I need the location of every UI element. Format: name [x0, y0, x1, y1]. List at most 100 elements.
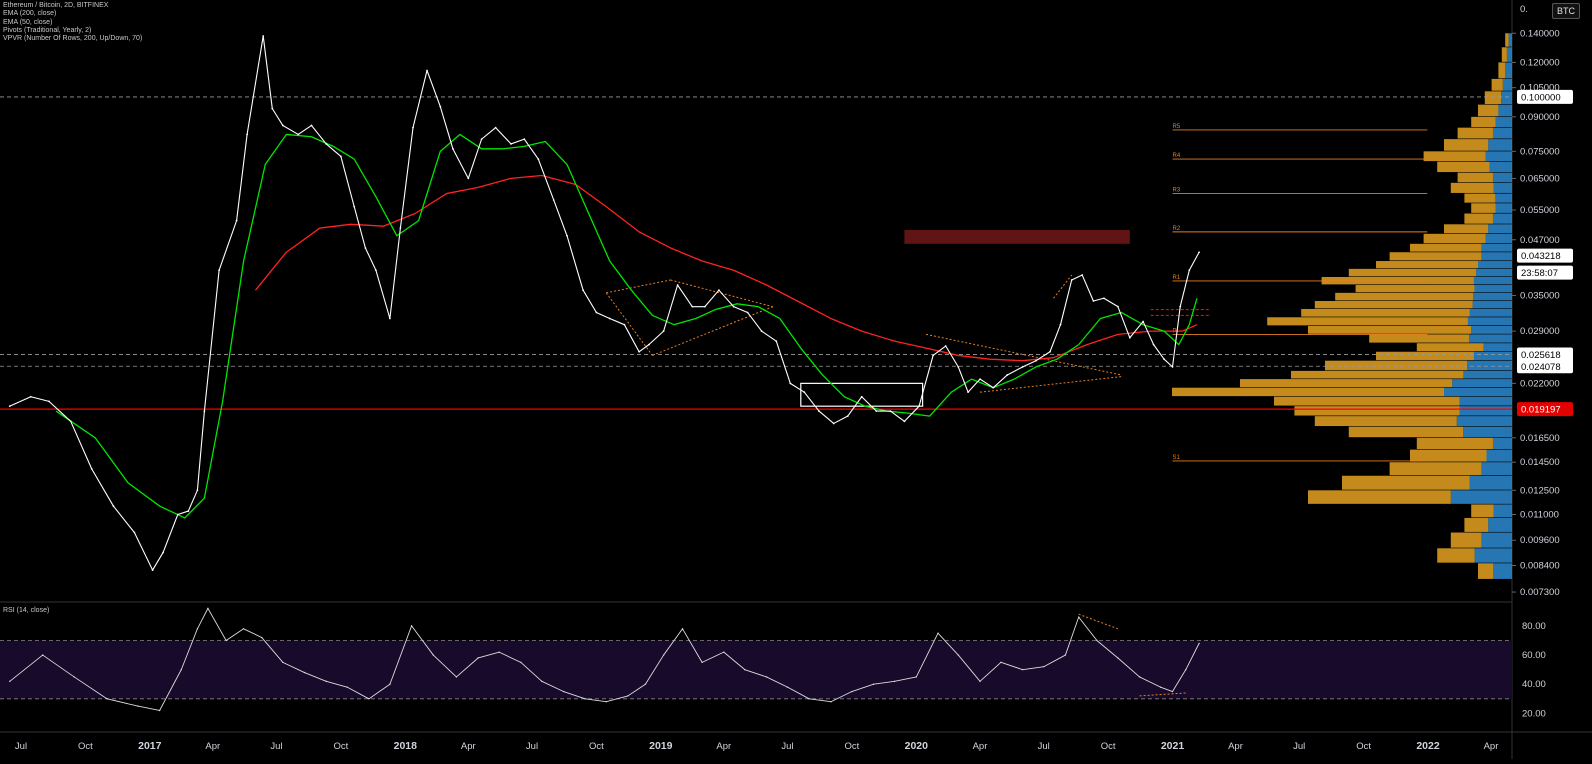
- vpvr-up-bar: [1493, 563, 1512, 579]
- price-point: [979, 378, 981, 381]
- price-point: [353, 205, 356, 208]
- vpvr-up-bar: [1488, 517, 1512, 532]
- legend-ema200[interactable]: EMA (200, close): [3, 10, 57, 18]
- price-point: [426, 69, 428, 72]
- rsi-point: [915, 676, 917, 678]
- price-point: [510, 143, 512, 145]
- rsi-legend[interactable]: RSI (14, close): [3, 607, 50, 614]
- price-point: [903, 420, 906, 423]
- legend-pivots[interactable]: Pivots (Traditional, Yearly, 2): [3, 26, 92, 34]
- pivot-label: S1: [1173, 455, 1181, 461]
- vpvr-up-bar: [1469, 334, 1512, 343]
- price-point: [676, 284, 679, 286]
- rsi-point: [744, 668, 746, 671]
- time-tick-label: 2018: [394, 740, 418, 752]
- price-points: [8, 35, 1200, 571]
- diamond-line: [652, 306, 773, 356]
- price-tick-label: 0.014500: [1520, 457, 1560, 468]
- legend-symbol[interactable]: Ethereum / Bitcoin, 2D, BITFINEX: [3, 2, 109, 9]
- currency-button[interactable]: BTC: [1552, 3, 1580, 19]
- price-point: [48, 400, 50, 403]
- vpvr-up-bar: [1495, 116, 1512, 128]
- price-tick-label: 0.140000: [1520, 28, 1560, 39]
- vpvr-up-bar: [1469, 308, 1512, 317]
- vpvr-down-bar: [1291, 370, 1464, 379]
- rsi-point: [207, 607, 209, 610]
- price-point: [176, 513, 179, 516]
- rsi-point: [1096, 639, 1098, 642]
- vpvr-down-bar: [1450, 532, 1482, 548]
- price-flag-label: 0.019197: [1521, 405, 1561, 416]
- rsi-point: [455, 676, 458, 678]
- price-point: [1117, 305, 1119, 308]
- rsi-point: [1078, 616, 1080, 618]
- price-tick-label: 0.011000: [1520, 509, 1559, 520]
- price-point: [1128, 336, 1131, 339]
- time-tick-label: Oct: [78, 741, 93, 752]
- price-point: [1021, 366, 1024, 368]
- rsi-point: [389, 683, 391, 685]
- rsi-point: [368, 698, 370, 700]
- vpvr-down-bar: [1450, 182, 1494, 193]
- time-tick-label: Oct: [1101, 741, 1116, 752]
- vpvr-down-bar: [1342, 475, 1470, 490]
- price-point: [480, 138, 483, 141]
- price-point: [889, 410, 892, 412]
- legend-ema50[interactable]: EMA (50, close): [3, 18, 53, 26]
- vpvr-down-bar: [1314, 416, 1457, 427]
- rsi-point: [432, 654, 434, 656]
- vpvr-down-bar: [1314, 301, 1473, 309]
- time-tick-label: Apr: [973, 741, 988, 752]
- price-point: [537, 158, 540, 160]
- price-point: [918, 405, 920, 408]
- vpvr-up-bar: [1485, 151, 1512, 162]
- price-point: [818, 410, 820, 412]
- vpvr-up-bar: [1486, 449, 1512, 462]
- vpvr-up-bar: [1501, 91, 1512, 105]
- rsi-point: [1159, 686, 1162, 688]
- price-point: [760, 330, 763, 332]
- rsi-point: [701, 661, 703, 664]
- rsi-point: [42, 654, 44, 656]
- vpvr-down-bar: [1471, 203, 1496, 213]
- price-point: [452, 147, 454, 150]
- rsi-points: [9, 607, 1200, 712]
- time-tick-label: 2021: [1161, 740, 1185, 752]
- price-point: [566, 234, 568, 237]
- rsi-point: [979, 680, 981, 683]
- rsi-point: [106, 698, 108, 700]
- price-point: [1171, 366, 1174, 368]
- legend-vpvr[interactable]: VPVR (Number Of Rows, 200, Up/Down, 70): [3, 35, 143, 43]
- price-point: [1070, 279, 1073, 281]
- rsi-point: [893, 680, 896, 683]
- vpvr-up-bar: [1459, 396, 1512, 406]
- price-point: [29, 395, 32, 398]
- vpvr-down-bar: [1464, 517, 1489, 532]
- rsi-point: [627, 695, 629, 697]
- price-point: [467, 177, 470, 180]
- pivot-label: R3: [1173, 188, 1181, 194]
- vpvr-up-bar: [1488, 224, 1512, 234]
- price-tick-label: 0.016500: [1520, 433, 1560, 444]
- pivot-label: R4: [1173, 153, 1181, 159]
- price-tick-label: 0.012500: [1520, 485, 1560, 496]
- vpvr-up-bar: [1456, 416, 1512, 427]
- vpvr-up-bar: [1472, 301, 1512, 309]
- price-point: [218, 269, 221, 272]
- price-point: [389, 317, 391, 320]
- rsi-point: [1138, 676, 1141, 678]
- diamond-line: [605, 292, 653, 356]
- vpvr-down-bar: [1423, 233, 1486, 244]
- vpvr-down-bar: [1464, 193, 1496, 203]
- rsi-point: [1043, 666, 1045, 668]
- price-point: [325, 143, 328, 145]
- price-point: [90, 467, 93, 470]
- vpvr-down-bar: [1274, 396, 1460, 406]
- vpvr-down-bar: [1416, 343, 1484, 352]
- price-point: [1179, 305, 1182, 308]
- vpvr-down-bar: [1437, 161, 1490, 173]
- price-point: [196, 489, 199, 492]
